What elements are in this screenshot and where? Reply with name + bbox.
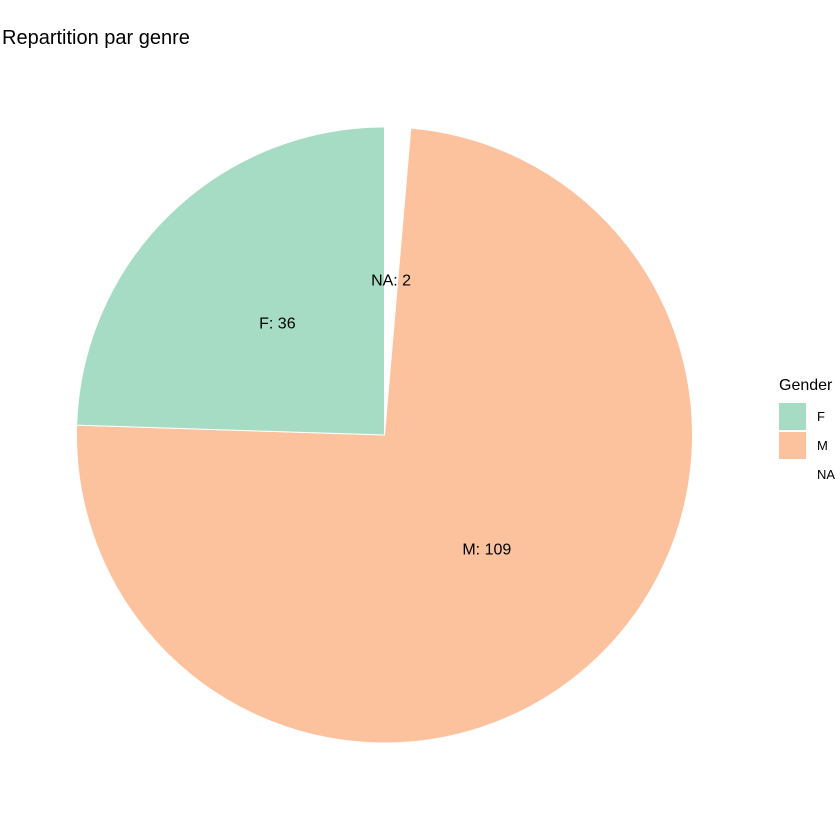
legend-item-na: NA [779, 460, 835, 489]
pie-slice-m [76, 127, 693, 744]
pie-slices [76, 126, 693, 744]
pie-label-f: F: 36 [259, 316, 296, 333]
legend-item-f: F [779, 402, 835, 431]
chart-title: Repartition par genre [2, 27, 190, 49]
legend-label-f: F [817, 409, 825, 424]
pie-slice-f [76, 126, 385, 436]
legend: Gender F M NA [779, 377, 835, 489]
legend-item-m: M [779, 431, 835, 460]
pie-label-m: M: 109 [462, 541, 511, 558]
pie-labels: NA: 2 M: 109 F: 36 [259, 272, 511, 558]
legend-title: Gender [779, 377, 833, 394]
legend-key-m [779, 432, 806, 459]
legend-key-f [779, 403, 806, 430]
legend-label-m: M [817, 438, 828, 453]
pie-label-na: NA: 2 [371, 272, 411, 289]
legend-label-na: NA [817, 467, 836, 482]
legend-key-na [779, 461, 806, 488]
